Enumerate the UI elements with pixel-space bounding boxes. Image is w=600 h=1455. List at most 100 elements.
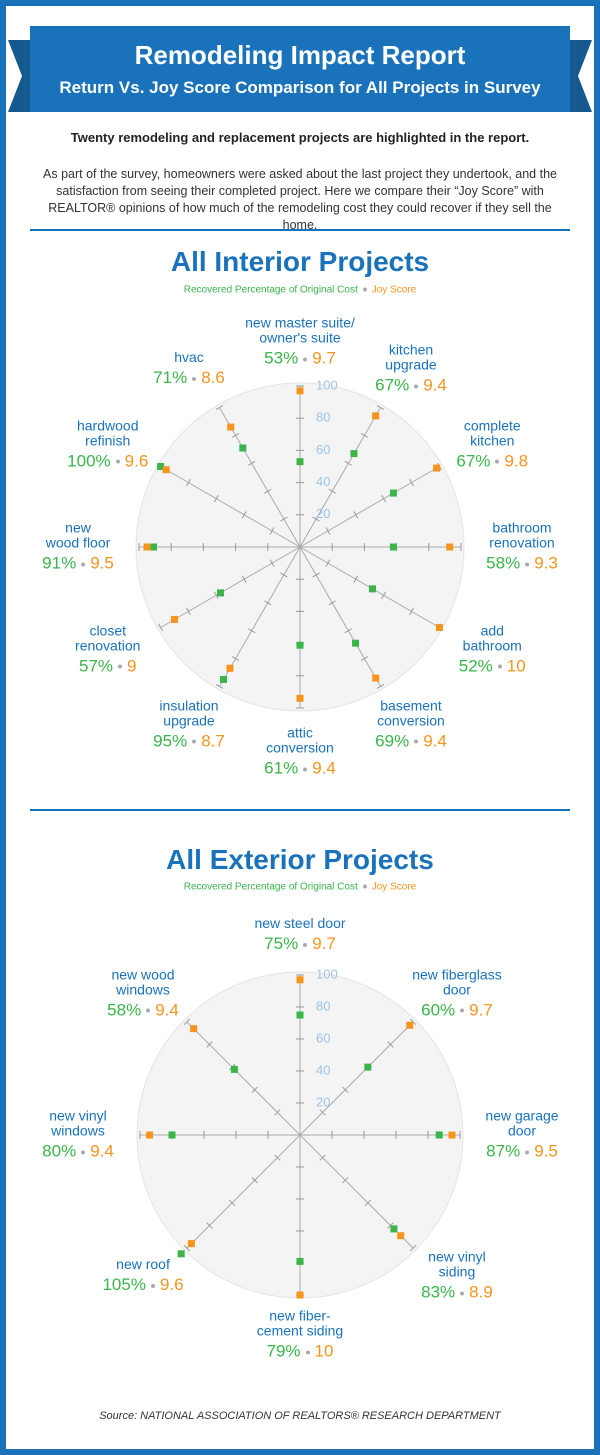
value-label: 10: [506, 656, 526, 675]
tick-mark: [387, 1041, 394, 1048]
tick-mark: [269, 527, 275, 535]
tick-label: 60: [316, 442, 330, 457]
value-separator: [460, 1008, 465, 1013]
point: [187, 1240, 195, 1248]
value-separator: [414, 384, 419, 389]
category-name: new roof: [116, 1256, 170, 1273]
value-label: 9.4: [155, 1000, 179, 1020]
tick-mark: [364, 1199, 372, 1207]
tick-mark: [241, 575, 247, 583]
category-name: hardwood refinish: [76, 417, 139, 448]
tick-mark: [213, 591, 219, 600]
tick-mark: [409, 478, 414, 487]
point: [217, 589, 225, 597]
point: [390, 1225, 398, 1233]
tick-mark: [274, 1109, 281, 1116]
value-labels: 53% 9.7: [215, 349, 385, 369]
tick-label: 100: [316, 966, 338, 981]
category-name: new wood windows: [111, 966, 175, 998]
value-label: 58%: [486, 553, 521, 573]
category-label: new fiber- cement siding 79% 10: [215, 1308, 385, 1362]
value-labels: 67% 9.4: [326, 376, 496, 396]
tick-mark: [247, 460, 256, 466]
point: [296, 387, 304, 395]
tick-mark: [312, 516, 320, 522]
tick-mark: [186, 607, 191, 616]
point: [162, 466, 170, 474]
value-separator: [192, 376, 197, 381]
category-name: new wood floor: [45, 519, 111, 551]
banner: [30, 26, 570, 112]
point: [227, 423, 235, 431]
point: [352, 639, 360, 647]
tick-mark: [360, 433, 369, 438]
tick-label: 80: [316, 998, 330, 1013]
chart-title: All Interior Projects: [170, 246, 430, 277]
spoke: [160, 546, 301, 628]
tick-mark: [319, 1109, 326, 1116]
point: [372, 412, 380, 420]
legend-entry: Recovered Percentage of Original Cost: [183, 284, 358, 296]
tick-mark: [215, 683, 224, 689]
value-labels: 80% 9.4: [6, 1142, 163, 1162]
value-labels: 95% 8.7: [104, 731, 274, 751]
value-label: 69%: [375, 731, 410, 751]
value-labels: 91% 9.5: [6, 554, 163, 574]
tick-mark: [381, 591, 387, 600]
value-label: 67%: [456, 451, 491, 470]
value-separator: [81, 562, 86, 567]
category-label: complete kitchen 67% 9.8: [407, 418, 577, 471]
category-name: new fiberglass door: [412, 966, 502, 998]
spoke: [299, 407, 381, 548]
legend-entry: Recovered Percentage of Original Cost: [183, 881, 358, 893]
tick-label: 100: [316, 377, 338, 392]
value-labels: 100% 9.6: [23, 451, 193, 471]
value-separator: [303, 357, 308, 362]
value-separator: [460, 1291, 465, 1296]
tick-mark: [342, 1086, 349, 1093]
category-name: insulation upgrade: [159, 697, 219, 729]
point: [448, 1131, 456, 1139]
tick-mark: [231, 656, 240, 661]
category-name: attic conversion: [266, 724, 334, 756]
tick-label: 40: [316, 1062, 330, 1077]
legend-separator: [362, 287, 367, 292]
subtitle: Return Vs. Joy Score Comparison for All …: [59, 78, 541, 97]
legend: Recovered Percentage of Original Cost Joy…: [6, 285, 594, 296]
value-label: 79%: [266, 1341, 301, 1361]
value-separator: [305, 1350, 310, 1355]
value-label: 57%: [78, 656, 114, 675]
value-label: 9.3: [534, 553, 558, 573]
point: [296, 1011, 304, 1019]
value-separator: [303, 942, 308, 947]
category-name: bathroom renovation: [489, 519, 555, 551]
value-label: 8.7: [201, 731, 225, 751]
tick-mark: [353, 575, 359, 583]
point: [157, 463, 165, 470]
category-name: new garage door: [485, 1107, 559, 1139]
point: [433, 464, 441, 472]
tick-mark: [344, 628, 353, 634]
tick-mark: [264, 600, 272, 606]
tick-mark: [409, 1244, 417, 1252]
tick-mark: [231, 433, 240, 438]
point: [435, 1131, 443, 1139]
category-label: new master suite/ owner's suite 53% 9.7: [215, 315, 385, 369]
tick-mark: [344, 460, 353, 466]
chart-title: All Exterior Projects: [166, 844, 434, 875]
value-label: 9.4: [312, 758, 336, 778]
value-labels: 75% 9.7: [215, 934, 385, 954]
spoke: [219, 546, 301, 687]
point: [171, 615, 179, 623]
point: [446, 543, 454, 551]
category-label: new wood floor 91% 9.5: [6, 519, 163, 574]
point: [230, 1065, 238, 1073]
point: [190, 1025, 198, 1033]
tick-mark: [183, 1244, 191, 1252]
tick-mark: [381, 494, 387, 503]
value-label: 9.6: [159, 1275, 184, 1295]
value-labels: 57% 9: [23, 656, 193, 676]
category-label: hvac 71% 8.6: [104, 350, 274, 388]
tick-mark: [280, 572, 288, 578]
value-label: 9.7: [312, 934, 336, 953]
